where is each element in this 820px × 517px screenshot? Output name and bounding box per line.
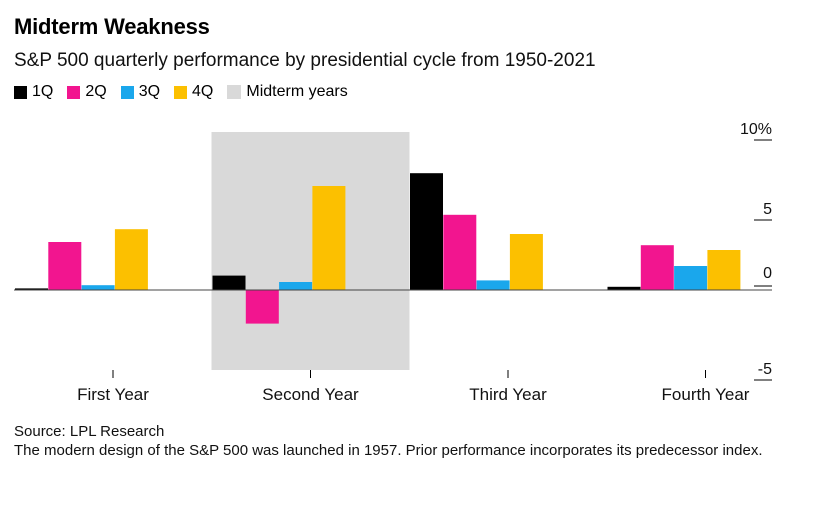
chart-subtitle: S&P 500 quarterly performance by preside…: [14, 50, 596, 71]
x-tick-label-3: Fourth Year: [662, 385, 750, 404]
bar-1q-first-year: [15, 288, 48, 290]
y-tick-label-1: 5: [763, 201, 772, 218]
legend-swatch-1q: [14, 85, 27, 99]
methodology-note: The modern design of the S&P 500 was lau…: [14, 442, 763, 459]
bar-3q-third-year: [476, 280, 510, 290]
chart-title: Midterm Weakness: [14, 14, 210, 39]
bar-4q-fourth-year: [707, 250, 741, 290]
legend-swatch-3q: [120, 85, 134, 99]
bar-4q-second-year: [312, 186, 346, 290]
bar-2q-fourth-year: [640, 245, 674, 290]
footer: Source: LPL Research The modern design o…: [14, 422, 774, 460]
bar-4q-first-year: [114, 229, 148, 290]
bar-4q-third-year: [509, 234, 543, 290]
legend-item-4q: 4Q: [174, 83, 213, 101]
x-tick-label-0: First Year: [77, 385, 149, 404]
legend-label-3q: 3Q: [138, 83, 161, 100]
bar-2q-second-year: [245, 290, 279, 324]
x-tick-label-1: Second Year: [262, 385, 359, 404]
bar-1q-third-year: [410, 173, 443, 290]
y-tick-label-2: 0: [763, 265, 772, 282]
legend-swatch-2q: [67, 85, 81, 99]
legend-item-midterm: Midterm years: [227, 83, 348, 101]
legend-item-1q: 1Q: [14, 83, 53, 101]
legend-swatch-midterm: [227, 85, 242, 99]
bar-1q-fourth-year: [607, 286, 641, 290]
x-tick-label-2: Third Year: [469, 385, 547, 404]
bar-2q-third-year: [443, 214, 477, 290]
legend-item-2q: 2Q: [67, 83, 107, 101]
source-note: Source: LPL Research: [14, 423, 165, 440]
bar-1q-second-year: [212, 275, 246, 290]
y-tick-label-3: -5: [758, 361, 772, 378]
legend-label-4q: 4Q: [192, 83, 214, 100]
bar-3q-fourth-year: [674, 266, 708, 290]
legend: 1Q 2Q 3Q 4Q Midterm years: [14, 83, 362, 101]
legend-item-3q: 3Q: [120, 83, 161, 101]
bar-2q-first-year: [48, 242, 82, 290]
legend-label-midterm: Midterm years: [246, 83, 348, 100]
legend-label-2q: 2Q: [85, 83, 107, 100]
legend-label-1q: 1Q: [32, 83, 54, 100]
legend-swatch-4q: [174, 85, 188, 99]
bar-3q-first-year: [81, 285, 115, 290]
bar-3q-second-year: [279, 282, 313, 290]
y-tick-label-0: 10%: [740, 121, 772, 138]
midterm-highlight-band: [211, 132, 410, 370]
bar-chart: 10% 5 0 -5 First Year Second Year Third Year Fo…: [14, 121, 772, 404]
